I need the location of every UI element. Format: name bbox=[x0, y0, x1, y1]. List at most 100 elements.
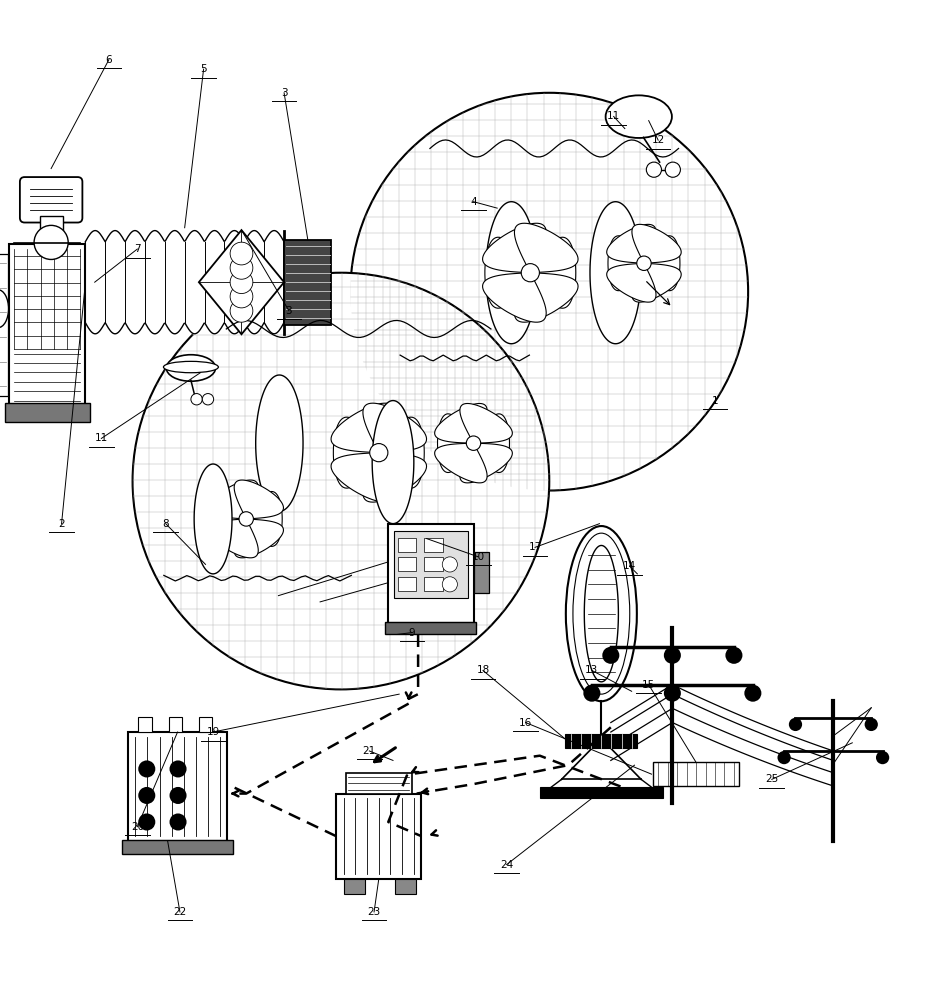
Bar bbox=[284, 240, 331, 325]
Circle shape bbox=[369, 444, 388, 462]
Text: 18: 18 bbox=[476, 665, 490, 675]
Bar bbox=[9, 244, 85, 405]
Text: 6: 6 bbox=[106, 55, 112, 65]
Circle shape bbox=[725, 647, 742, 664]
Circle shape bbox=[138, 760, 155, 777]
Text: 10: 10 bbox=[472, 552, 485, 562]
FancyBboxPatch shape bbox=[20, 177, 82, 223]
Circle shape bbox=[170, 787, 187, 804]
Text: 1: 1 bbox=[712, 396, 718, 406]
Text: 14: 14 bbox=[623, 561, 636, 571]
Polygon shape bbox=[435, 403, 512, 483]
Polygon shape bbox=[331, 403, 426, 502]
Text: 16: 16 bbox=[519, 718, 532, 728]
Bar bbox=[385, 622, 476, 634]
Circle shape bbox=[170, 760, 187, 777]
Circle shape bbox=[230, 285, 253, 308]
Bar bbox=[474, 552, 489, 593]
Ellipse shape bbox=[573, 533, 630, 694]
Ellipse shape bbox=[0, 290, 9, 328]
Circle shape bbox=[34, 225, 68, 259]
Text: 9: 9 bbox=[409, 628, 415, 638]
Text: 17: 17 bbox=[528, 542, 542, 552]
Circle shape bbox=[133, 273, 549, 689]
Circle shape bbox=[350, 93, 748, 491]
Text: 15: 15 bbox=[642, 680, 655, 690]
Text: 24: 24 bbox=[500, 860, 513, 870]
Text: 22: 22 bbox=[173, 907, 187, 917]
FancyBboxPatch shape bbox=[388, 524, 474, 623]
Bar bbox=[344, 879, 365, 894]
Circle shape bbox=[521, 264, 540, 282]
Polygon shape bbox=[194, 464, 232, 574]
Polygon shape bbox=[209, 480, 283, 558]
Bar bbox=[169, 717, 182, 732]
Polygon shape bbox=[483, 223, 578, 322]
Polygon shape bbox=[333, 417, 424, 488]
Polygon shape bbox=[256, 375, 303, 511]
Polygon shape bbox=[590, 202, 641, 344]
Circle shape bbox=[442, 577, 457, 592]
Circle shape bbox=[230, 299, 253, 322]
Polygon shape bbox=[331, 403, 426, 502]
Circle shape bbox=[664, 647, 681, 664]
Bar bbox=[40, 216, 63, 241]
Polygon shape bbox=[199, 230, 284, 334]
Bar bbox=[398, 577, 417, 591]
Bar bbox=[398, 557, 417, 571]
Circle shape bbox=[647, 162, 662, 177]
Circle shape bbox=[191, 394, 203, 405]
Ellipse shape bbox=[167, 355, 216, 381]
Circle shape bbox=[170, 813, 187, 831]
Polygon shape bbox=[485, 237, 576, 308]
Bar bbox=[424, 538, 443, 552]
Text: 13: 13 bbox=[585, 665, 599, 675]
Polygon shape bbox=[388, 524, 470, 539]
Circle shape bbox=[789, 718, 802, 731]
Circle shape bbox=[865, 718, 878, 731]
Text: 23: 23 bbox=[367, 907, 381, 917]
Polygon shape bbox=[210, 491, 282, 546]
Text: 3: 3 bbox=[281, 88, 287, 98]
Ellipse shape bbox=[565, 526, 636, 701]
Bar bbox=[0, 254, 8, 396]
Circle shape bbox=[602, 647, 619, 664]
Text: 11: 11 bbox=[607, 111, 620, 121]
Circle shape bbox=[203, 394, 214, 405]
Bar bbox=[424, 557, 443, 571]
Bar bbox=[336, 794, 421, 879]
Polygon shape bbox=[438, 414, 509, 473]
Circle shape bbox=[636, 256, 652, 270]
Circle shape bbox=[664, 685, 681, 702]
Polygon shape bbox=[486, 202, 537, 344]
Ellipse shape bbox=[164, 361, 219, 373]
Bar bbox=[424, 577, 443, 591]
Bar bbox=[5, 403, 90, 422]
Circle shape bbox=[230, 257, 253, 279]
Ellipse shape bbox=[606, 95, 672, 138]
Bar bbox=[398, 538, 417, 552]
Polygon shape bbox=[584, 545, 618, 682]
Bar bbox=[395, 879, 416, 894]
Circle shape bbox=[230, 271, 253, 294]
Bar bbox=[122, 840, 233, 854]
Polygon shape bbox=[372, 401, 414, 524]
Text: 11: 11 bbox=[95, 433, 108, 443]
Text: 5: 5 bbox=[201, 64, 206, 74]
Circle shape bbox=[442, 557, 457, 572]
Circle shape bbox=[876, 751, 889, 764]
Circle shape bbox=[230, 242, 253, 265]
Text: 19: 19 bbox=[206, 727, 220, 737]
Bar bbox=[394, 531, 468, 598]
Circle shape bbox=[239, 512, 254, 526]
Circle shape bbox=[583, 685, 600, 702]
Circle shape bbox=[665, 162, 680, 177]
Text: 2: 2 bbox=[59, 519, 64, 529]
Bar bbox=[346, 773, 412, 794]
Text: 12: 12 bbox=[652, 135, 665, 145]
Text: 20: 20 bbox=[131, 822, 144, 832]
Circle shape bbox=[138, 787, 155, 804]
Bar bbox=[565, 734, 637, 748]
Circle shape bbox=[744, 685, 761, 702]
Bar bbox=[138, 717, 152, 732]
